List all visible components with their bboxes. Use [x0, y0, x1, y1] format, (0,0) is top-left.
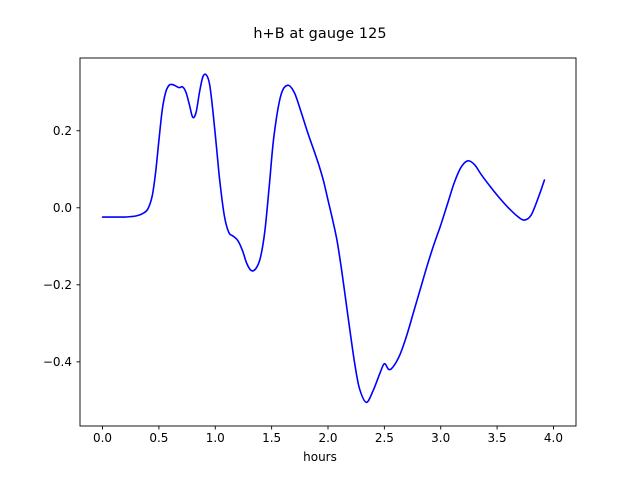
x-tick-label: 3.0 [431, 431, 451, 445]
y-axis-ticks [76, 130, 80, 363]
axes-frame [79, 57, 577, 427]
x-tick-label: 4.0 [543, 431, 563, 445]
chart-title: h+B at gauge 125 [253, 26, 387, 42]
x-tick-label: 2.5 [374, 431, 394, 445]
x-tick-label: 3.5 [487, 431, 507, 445]
x-tick-label: 1.5 [262, 431, 282, 445]
x-axis-label: hours [303, 450, 337, 464]
x-tick-label: 0.5 [149, 431, 169, 445]
x-tick-label: 0.0 [92, 431, 113, 445]
x-axis-ticks [102, 426, 554, 430]
data-line-series-0 [101, 73, 546, 404]
y-tick-label: 0.2 [52, 123, 72, 138]
y-tick-label: 0.0 [52, 200, 72, 215]
y-tick-label: −0.4 [42, 354, 72, 369]
x-tick-label: 1.0 [205, 431, 225, 445]
x-tick-label: 2.0 [318, 431, 338, 445]
y-tick-label: −0.2 [42, 277, 72, 292]
